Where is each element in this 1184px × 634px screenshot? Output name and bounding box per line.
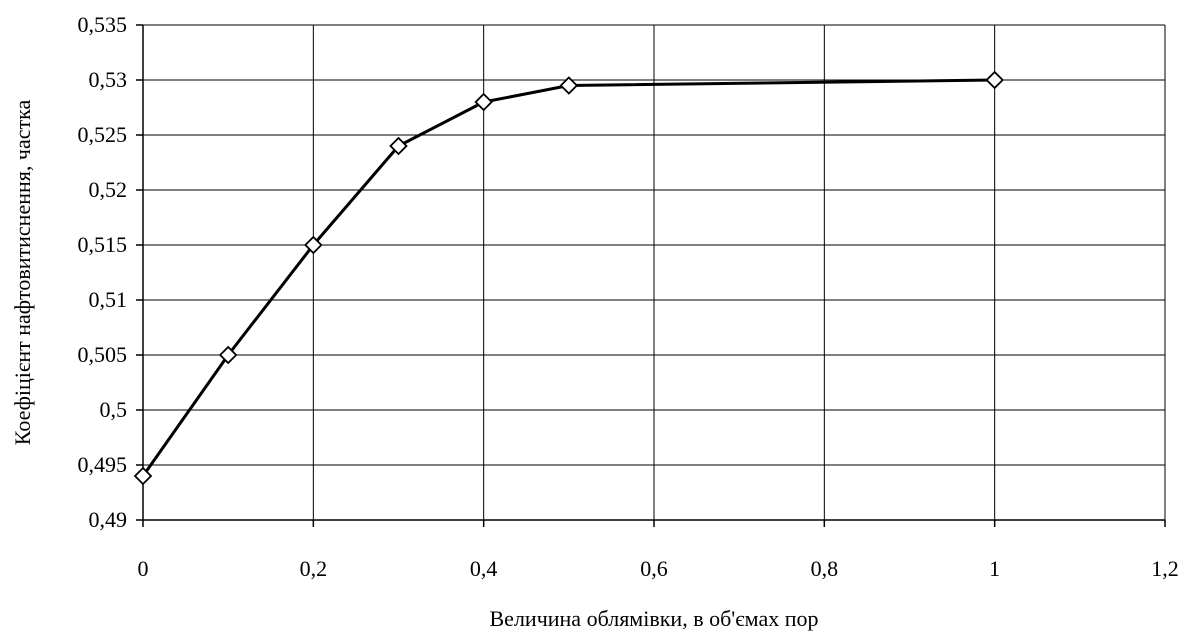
x-tick-label: 0,8 — [811, 556, 839, 581]
y-tick-label: 0,52 — [89, 177, 128, 202]
x-tick-label: 1,2 — [1151, 556, 1179, 581]
grid — [143, 24, 1166, 520]
y-tick-label: 0,505 — [78, 342, 128, 367]
x-tick-label: 0,6 — [640, 556, 668, 581]
data-point-marker — [985, 70, 1004, 90]
data-point-marker — [474, 92, 493, 112]
x-tick-label: 0,4 — [470, 556, 498, 581]
x-tick-label: 1 — [989, 556, 1000, 581]
series-line — [141, 78, 995, 477]
y-tick-label: 0,5 — [100, 397, 128, 422]
y-tick-label: 0,49 — [89, 507, 128, 532]
y-tick-label: 0,525 — [78, 122, 128, 147]
y-tick-label: 0,53 — [89, 67, 128, 92]
y-tick-label: 0,495 — [78, 452, 128, 477]
x-tick-label: 0,2 — [300, 556, 328, 581]
y-axis-title: Коефіцієнт нафтовитиснення, частка — [10, 100, 35, 446]
y-tick-label: 0,515 — [78, 232, 128, 257]
series — [133, 70, 1004, 486]
x-axis-title: Величина облямівки, в об'ємах пор — [490, 606, 819, 631]
x-axis-ticks: 0 0,2 0,4 0,6 0,8 1 1,2 — [138, 520, 1179, 581]
data-point-marker — [218, 345, 238, 365]
data-point-marker — [389, 136, 408, 156]
y-tick-label: 0,51 — [89, 287, 128, 312]
x-tick-label: 0 — [138, 556, 149, 581]
data-point-marker — [304, 235, 323, 255]
data-point-marker — [559, 76, 579, 95]
data-point-marker — [133, 466, 153, 486]
y-axis-ticks: 0,49 0,495 0,5 0,505 0,51 0,515 0,52 0,525 0,53 0… — [78, 12, 143, 532]
y-tick-label: 0,535 — [78, 12, 128, 37]
